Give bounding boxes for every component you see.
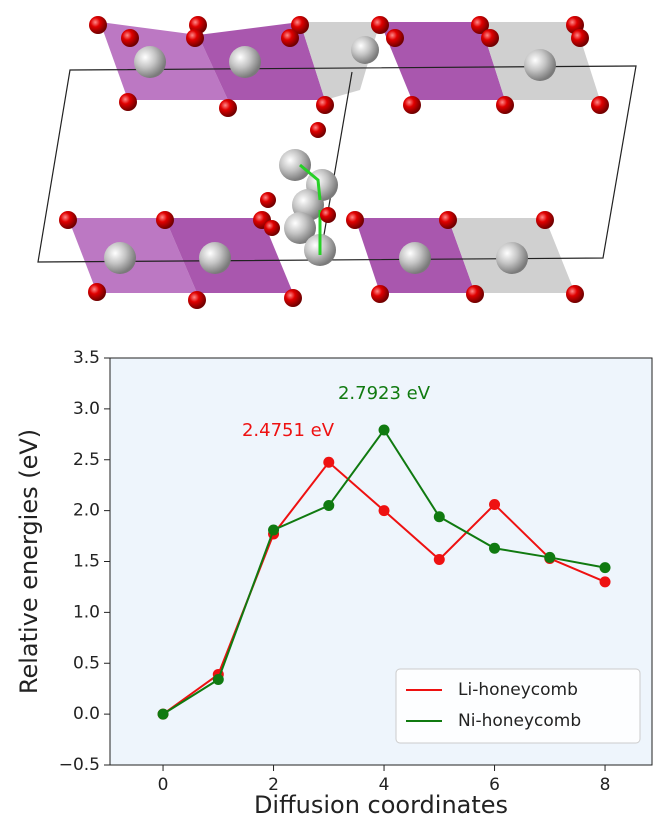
point	[268, 524, 279, 535]
crystal-structure	[38, 16, 636, 309]
y-axis-label: Relative energies (eV)	[15, 429, 43, 694]
y-tick-label: 1.5	[73, 552, 100, 572]
point	[379, 505, 390, 516]
y-tick-label: −0.5	[59, 755, 100, 775]
point	[544, 552, 555, 563]
y-tick-label: 0.0	[73, 704, 100, 724]
figure: −0.50.00.51.01.52.02.53.03.502468Diffusi…	[0, 0, 654, 825]
point	[600, 562, 611, 573]
x-tick-label: 8	[600, 775, 611, 795]
annotation: 2.7923 eV	[338, 383, 431, 404]
y-tick-label: 2.0	[73, 501, 100, 521]
y-tick-label: 0.5	[73, 653, 100, 673]
point	[600, 576, 611, 587]
annotation: 2.4751 eV	[242, 420, 335, 441]
point	[379, 425, 390, 436]
x-tick-label: 0	[158, 775, 169, 795]
y-tick-label: 3.5	[73, 348, 100, 368]
y-tick-label: 1.0	[73, 602, 100, 622]
point	[158, 709, 169, 720]
point	[323, 457, 334, 468]
legend-label: Ni-honeycomb	[458, 711, 581, 731]
y-tick-label: 2.5	[73, 450, 100, 470]
point	[489, 543, 500, 554]
point	[434, 511, 445, 522]
y-tick-label: 3.0	[73, 399, 100, 419]
x-axis-label: Diffusion coordinates	[254, 791, 508, 819]
point	[323, 500, 334, 511]
point	[213, 674, 224, 685]
page: −0.50.00.51.01.52.02.53.03.502468Diffusi…	[0, 0, 654, 825]
point	[489, 499, 500, 510]
legend-label: Li-honeycomb	[458, 680, 578, 700]
point	[434, 554, 445, 565]
